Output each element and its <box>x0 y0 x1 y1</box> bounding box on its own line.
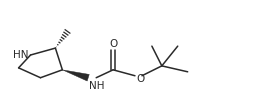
Text: O: O <box>136 74 144 84</box>
Text: HN: HN <box>13 50 28 60</box>
Polygon shape <box>62 70 89 81</box>
Text: O: O <box>109 39 117 49</box>
Text: NH: NH <box>89 81 105 91</box>
